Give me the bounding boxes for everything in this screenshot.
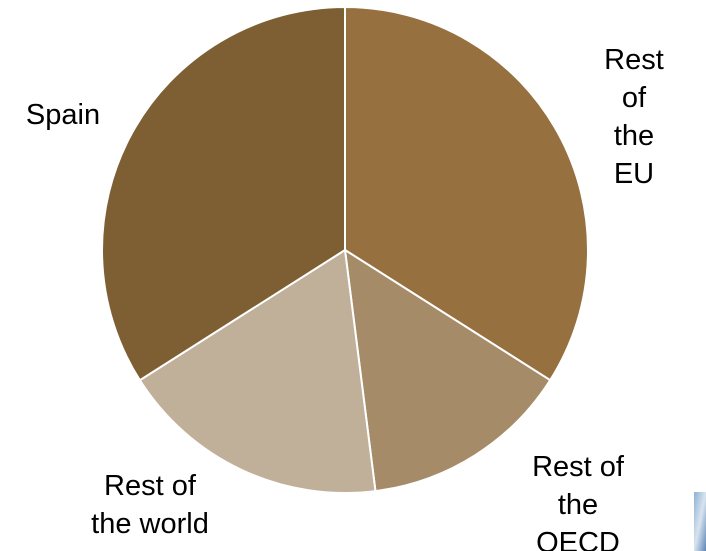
slice-label: Rest of the world [91, 470, 209, 540]
pie-slice [344, 5, 589, 382]
corner-image [694, 492, 706, 551]
slice-label: Rest of the EU [604, 44, 664, 190]
pie-slice [101, 5, 346, 382]
slice-label: Spain [25, 99, 101, 131]
pie-slice [343, 248, 552, 493]
pie-slice [138, 248, 377, 494]
slice-label: Rest of the OECD [532, 451, 624, 551]
